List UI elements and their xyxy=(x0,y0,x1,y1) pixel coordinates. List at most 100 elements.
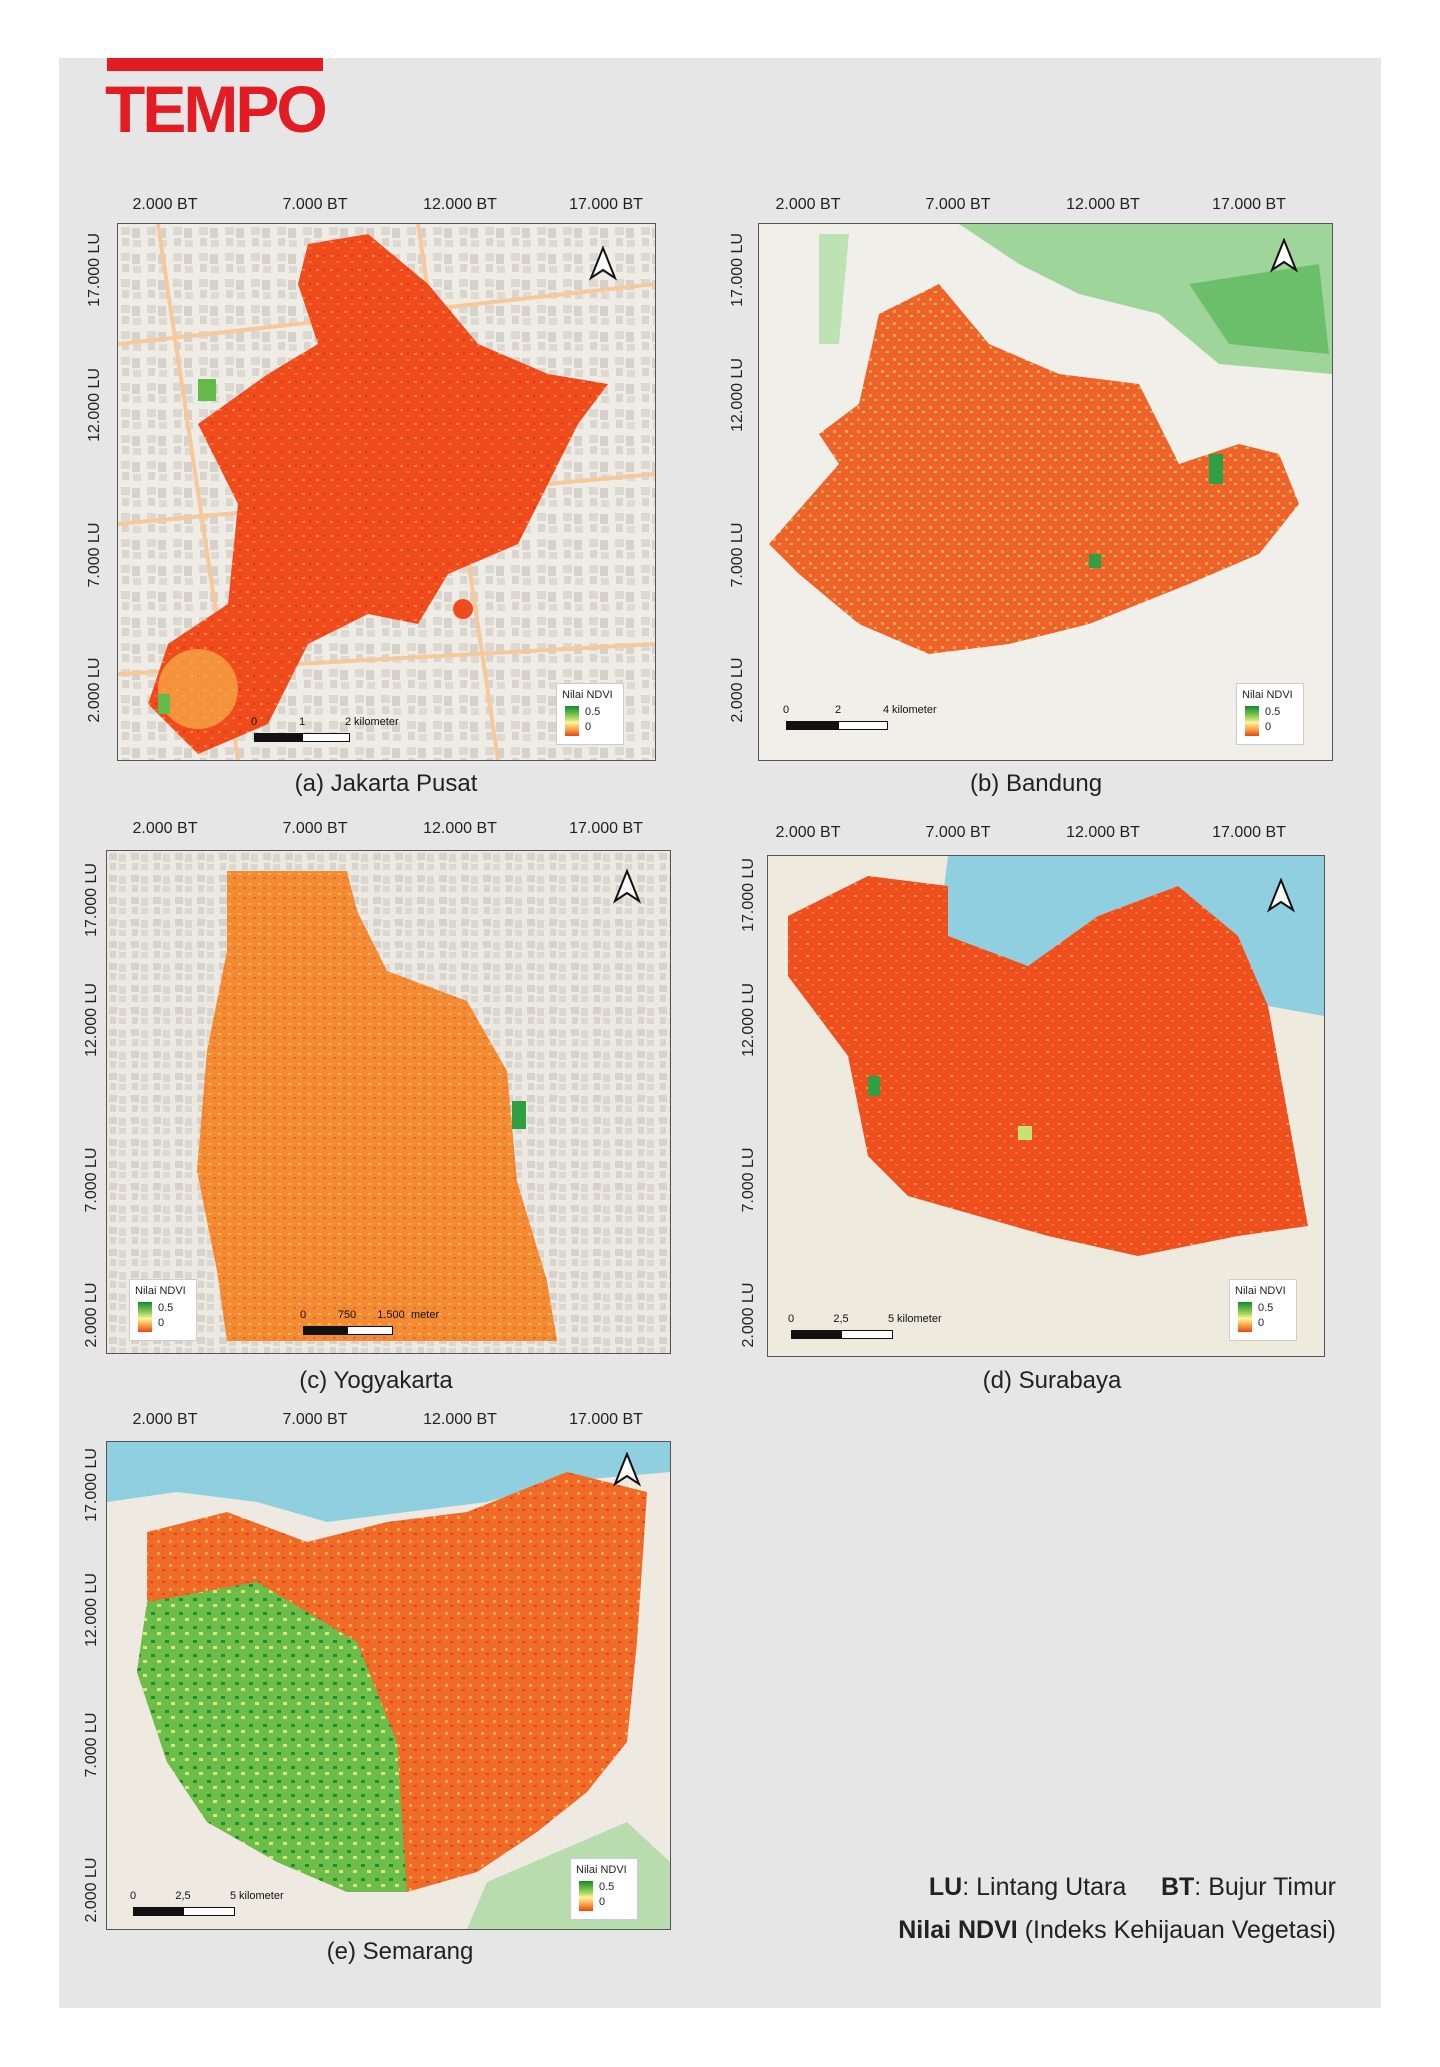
legend-title: Nilai NDVI xyxy=(135,1285,186,1297)
legend-high: 0.5 xyxy=(599,1881,615,1893)
ndvi-map xyxy=(107,851,670,1353)
map-caption: (c) Yogyakarta xyxy=(299,1367,453,1394)
ndvi-legend: Nilai NDVI 0.5 0 xyxy=(570,1858,638,1920)
scale-unit: kilometer xyxy=(239,1890,284,1902)
legend-title: Nilai NDVI xyxy=(1235,1285,1286,1297)
lu-label: 17.000 LU xyxy=(729,233,746,307)
legend-high: 0.5 xyxy=(1265,706,1281,718)
scale-tick: 5 xyxy=(229,1890,237,1902)
bt-label: 2.000 BT xyxy=(132,196,198,213)
lu-label: 2.000 LU xyxy=(83,1282,100,1348)
lu-label: 17.000 LU xyxy=(83,1448,100,1522)
lu-label: 7.000 LU xyxy=(83,1147,100,1213)
bt-label: 17.000 BT xyxy=(1212,824,1286,841)
north-arrow-icon xyxy=(612,1452,642,1488)
legend-low: 0 xyxy=(599,1896,606,1908)
ndvi-map xyxy=(759,224,1332,760)
lu-label: 17.000 LU xyxy=(83,863,100,937)
scale-unit: kilometer xyxy=(892,704,937,716)
north-arrow-icon xyxy=(1266,878,1296,914)
scale-unit: kilometer xyxy=(897,1313,942,1325)
bt-label: 17.000 BT xyxy=(569,196,643,213)
bt-label: 2.000 BT xyxy=(775,824,841,841)
legend-title: Nilai NDVI xyxy=(1242,689,1293,701)
legend-high: 0.5 xyxy=(585,706,601,718)
scale-tick: 4 xyxy=(882,704,890,716)
map-caption: (e) Semarang xyxy=(326,1938,474,1965)
scale-tick: 2 xyxy=(834,704,842,716)
legend-gradient xyxy=(579,1881,593,1911)
bt-text: : Bujur Timur xyxy=(1194,1873,1336,1901)
bt-label: 12.000 BT xyxy=(1066,824,1140,841)
scale-segment xyxy=(347,1326,393,1335)
map-caption: (d) Surabaya xyxy=(982,1367,1122,1394)
bt-label: 2.000 BT xyxy=(775,196,841,213)
scale-segment xyxy=(838,721,888,730)
lu-label: 17.000 LU xyxy=(86,233,103,307)
lu-label: 7.000 LU xyxy=(729,522,746,588)
ndvi-legend: Nilai NDVI 0.5 0 xyxy=(1229,1279,1297,1341)
lu-abbr: LU xyxy=(928,1873,963,1901)
map-caption: (a) Jakarta Pusat xyxy=(294,770,478,797)
scale-segment xyxy=(254,733,302,742)
legend-low: 0 xyxy=(585,721,592,733)
legend-gradient xyxy=(1238,1302,1252,1332)
scale-tick: 0 xyxy=(250,716,258,728)
bt-label: 7.000 BT xyxy=(925,824,991,841)
scale-tick: 750 xyxy=(337,1309,357,1321)
bt-abbr: BT xyxy=(1160,1873,1195,1901)
bt-label: 17.000 BT xyxy=(569,820,643,837)
legend-title: Nilai NDVI xyxy=(576,1864,627,1876)
scale-segment xyxy=(786,721,838,730)
scale-segment xyxy=(303,1326,347,1335)
scale-tick: 2 xyxy=(344,716,352,728)
scale-bar: 0 750 1.500 meter xyxy=(300,1307,503,1337)
abbreviation-key: LU: Lintang Utara BT: Bujur Timur xyxy=(929,1873,1336,1902)
tempo-logo: TEMPO xyxy=(105,72,328,146)
ndvi-legend: Nilai NDVI 0.5 0 xyxy=(556,683,624,745)
ndvi-key: Nilai NDVI (Indeks Kehijauan Vegetasi) xyxy=(898,1916,1336,1945)
scale-tick: 1 xyxy=(298,716,306,728)
map-caption: (b) Bandung xyxy=(969,770,1103,797)
map-frame: Nilai NDVI 0.5 0 0 750 1.500 meter xyxy=(106,850,671,1354)
legend-title: Nilai NDVI xyxy=(562,689,613,701)
legend-gradient xyxy=(138,1302,152,1332)
lu-label: 12.000 LU xyxy=(83,983,100,1057)
scale-unit: meter xyxy=(411,1309,440,1321)
ndvi-map xyxy=(118,224,655,760)
lu-label: 12.000 LU xyxy=(729,358,746,432)
scale-tick: 1.500 xyxy=(377,1309,405,1321)
legend-high: 0.5 xyxy=(158,1302,174,1314)
scale-segment xyxy=(841,1330,893,1339)
lu-label: 12.000 LU xyxy=(86,368,103,442)
lu-label: 7.000 LU xyxy=(740,1147,757,1213)
scale-segment xyxy=(302,733,350,742)
bt-label: 2.000 BT xyxy=(132,820,198,837)
legend-low: 0 xyxy=(158,1317,165,1329)
map-frame: Nilai NDVI 0.5 0 0 2,5 5 kilometer xyxy=(106,1441,671,1930)
bt-label: 12.000 BT xyxy=(423,196,497,213)
scale-segment xyxy=(791,1330,841,1339)
bt-label: 12.000 BT xyxy=(423,820,497,837)
scale-tick: 0 xyxy=(129,1890,137,1902)
north-arrow-icon xyxy=(588,246,618,282)
scale-bar: 0 2,5 5 kilometer xyxy=(129,1888,333,1918)
bt-label: 12.000 BT xyxy=(1066,196,1140,213)
lu-label: 12.000 LU xyxy=(83,1573,100,1647)
bt-label: 7.000 BT xyxy=(282,196,348,213)
ndvi-text: (Indeks Kehijauan Vegetasi) xyxy=(1017,1916,1336,1944)
legend-low: 0 xyxy=(1265,721,1272,733)
lu-label: 2.000 LU xyxy=(83,1857,100,1923)
scale-segment xyxy=(183,1907,235,1916)
lu-label: 7.000 LU xyxy=(83,1712,100,1778)
lu-label: 12.000 LU xyxy=(740,983,757,1057)
legend-high: 0.5 xyxy=(1258,1302,1274,1314)
scale-tick: 2,5 xyxy=(833,1313,849,1325)
bt-label: 2.000 BT xyxy=(132,1411,198,1428)
lu-label: 17.000 LU xyxy=(740,858,757,932)
scale-bar: 0 2,5 5 kilometer xyxy=(788,1311,991,1341)
legend-gradient xyxy=(565,706,579,736)
ndvi-legend: Nilai NDVI 0.5 0 xyxy=(1236,683,1304,745)
lu-text: : Lintang Utara xyxy=(962,1873,1127,1901)
lu-label: 2.000 LU xyxy=(86,657,103,723)
